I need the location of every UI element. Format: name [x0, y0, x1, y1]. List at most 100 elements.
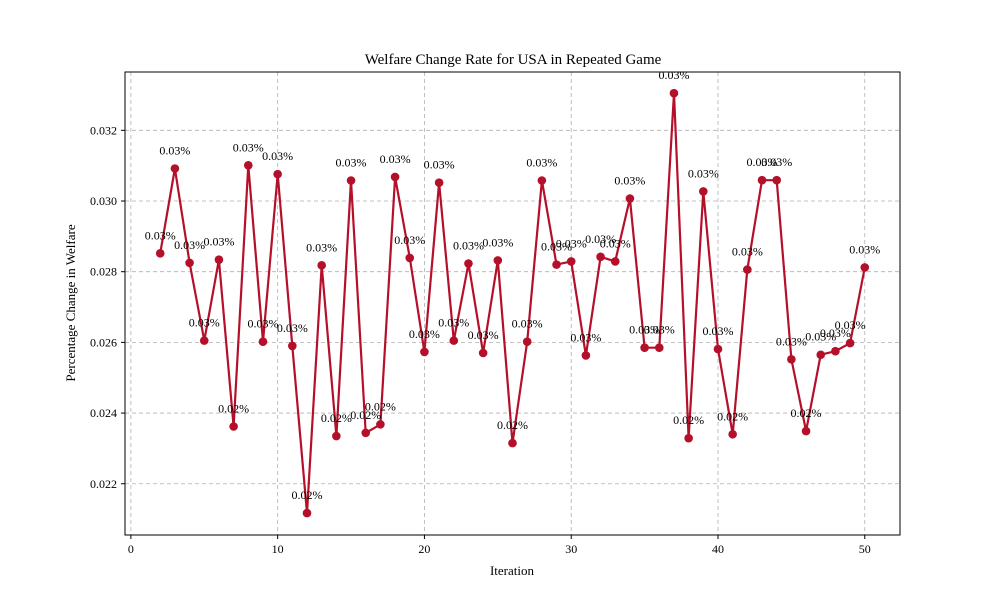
data-point — [772, 175, 782, 185]
axis-ticks: 0 10 20 30 40 50 0.022 0.024 0.026 0.028 0.030 0.03… — [90, 123, 871, 556]
data-point — [199, 336, 209, 345]
data-point — [155, 249, 165, 258]
data-point — [522, 337, 532, 346]
data-label: 0.03% — [438, 316, 469, 330]
y-tick-label: 0.026 — [90, 335, 117, 349]
y-tick-label: 0.030 — [90, 194, 117, 208]
data-label: 0.03% — [482, 235, 513, 249]
data-label: 0.03% — [203, 235, 234, 249]
x-tick-label: 10 — [272, 542, 284, 556]
data-point — [332, 431, 341, 441]
data-point — [787, 355, 796, 364]
data-point — [596, 252, 605, 262]
y-tick-label: 0.028 — [90, 265, 117, 279]
plot-area-frame — [124, 71, 901, 536]
data-label: 0.03% — [585, 232, 616, 246]
x-tick-label: 0 — [128, 542, 134, 556]
data-label: 0.03% — [380, 152, 411, 166]
data-point — [434, 178, 444, 187]
data-point — [566, 257, 576, 266]
data-point — [860, 263, 870, 272]
data-point — [346, 176, 356, 185]
data-point — [552, 260, 561, 269]
data-point — [302, 508, 312, 518]
data-label: 0.03% — [835, 318, 866, 332]
data-point — [464, 259, 473, 268]
data-point — [185, 258, 194, 268]
x-tick-label: 50 — [859, 542, 871, 556]
x-tick-label: 20 — [418, 542, 430, 556]
data-point — [581, 351, 591, 360]
data-label: 0.03% — [614, 174, 645, 188]
data-label: 0.02% — [791, 406, 822, 420]
data-label: 0.03% — [468, 328, 499, 342]
data-label: 0.03% — [247, 317, 278, 331]
data-label: 0.02% — [292, 488, 323, 502]
data-point — [214, 255, 224, 264]
data-label: 0.02% — [321, 411, 352, 425]
data-point — [743, 265, 752, 274]
data-label: 0.03% — [570, 330, 601, 344]
data-label: 0.03% — [174, 238, 205, 252]
data-point — [405, 253, 415, 263]
data-point — [713, 344, 723, 354]
data-point — [625, 194, 635, 203]
data-point — [478, 348, 488, 358]
data-label: 0.03% — [189, 316, 220, 330]
data-label: 0.03% — [424, 158, 455, 172]
grid-lines — [125, 72, 900, 535]
data-point — [845, 338, 855, 348]
data-point — [816, 350, 826, 360]
data-point — [243, 161, 253, 170]
data-point — [728, 429, 737, 439]
data-point — [449, 336, 459, 345]
data-label: 0.03% — [629, 323, 660, 337]
data-label: 0.03% — [600, 236, 631, 250]
data-point — [537, 176, 547, 185]
data-point — [317, 261, 326, 270]
data-point — [361, 428, 371, 438]
data-label: 0.03% — [658, 68, 689, 82]
series — [155, 88, 870, 518]
data-label: 0.03% — [277, 321, 308, 335]
x-axis-label: Iteration — [490, 563, 535, 578]
y-axis-label: Percentage Change in Welfare — [63, 224, 78, 381]
data-point — [684, 433, 693, 443]
x-tick-label: 40 — [712, 542, 724, 556]
data-label: 0.03% — [644, 323, 675, 337]
y-tick-label: 0.024 — [90, 406, 117, 420]
data-label: 0.03% — [159, 143, 190, 157]
data-label: 0.03% — [761, 155, 792, 169]
data-label: 0.03% — [688, 166, 719, 180]
data-point — [831, 346, 840, 356]
data-point — [288, 341, 297, 351]
data-label: 0.03% — [805, 330, 836, 344]
chart-title: Welfare Change Rate for USA in Repeated … — [365, 52, 662, 68]
data-label: 0.03% — [541, 240, 572, 254]
data-point — [273, 169, 282, 179]
data-label: 0.03% — [776, 334, 807, 348]
data-label: 0.03% — [512, 317, 543, 331]
data-labels: 0.03%0.03%0.03%0.03%0.03%0.02%0.03%0.03%… — [145, 68, 881, 502]
data-label: 0.03% — [747, 155, 778, 169]
data-label: 0.03% — [394, 233, 425, 247]
data-label: 0.02% — [218, 401, 249, 415]
data-label: 0.03% — [732, 245, 763, 259]
x-tick-label: 30 — [565, 542, 577, 556]
data-label: 0.03% — [702, 324, 733, 338]
data-point — [699, 187, 708, 196]
data-label: 0.03% — [306, 240, 337, 254]
data-point — [757, 175, 767, 185]
data-label: 0.03% — [453, 239, 484, 253]
data-label: 0.03% — [820, 326, 851, 340]
data-label: 0.03% — [262, 149, 293, 163]
data-label: 0.03% — [409, 327, 440, 341]
data-label: 0.03% — [526, 156, 557, 170]
data-point — [420, 347, 429, 357]
data-label: 0.03% — [556, 236, 587, 250]
y-tick-label: 0.032 — [90, 123, 117, 137]
data-point — [390, 172, 400, 182]
y-tick-label: 0.022 — [90, 477, 117, 491]
data-point — [493, 256, 503, 265]
